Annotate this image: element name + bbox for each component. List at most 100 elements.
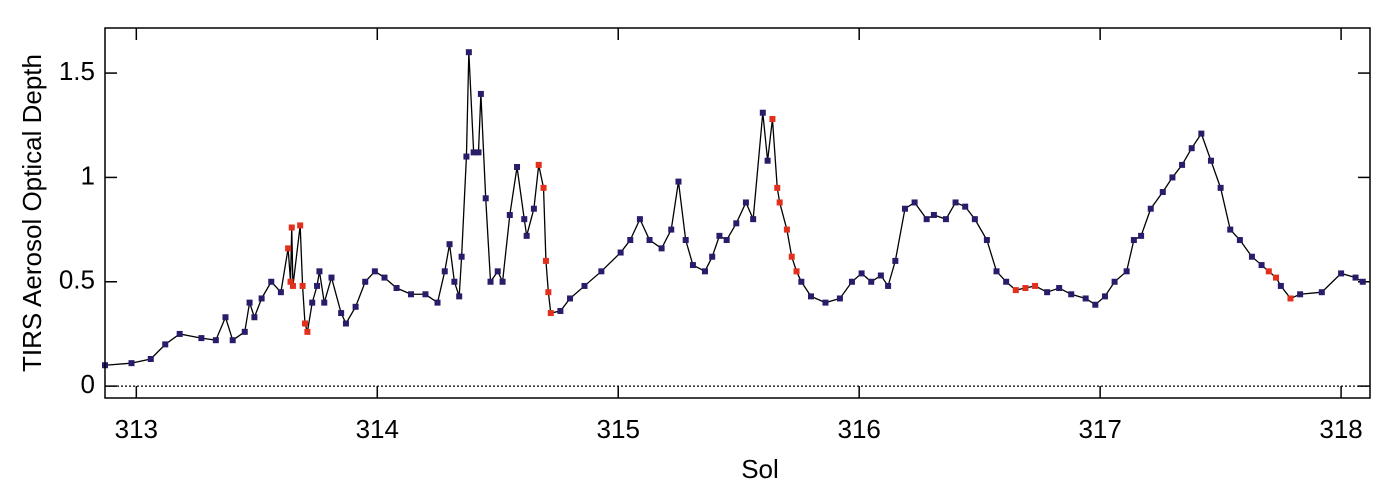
data-point [299, 282, 306, 289]
data-point [1111, 278, 1118, 285]
data-point [1138, 232, 1145, 239]
y-axis-title: TIRS Aerosol Optical Depth [17, 54, 47, 372]
data-point [316, 268, 323, 275]
data-point [750, 216, 757, 223]
data-point [258, 295, 265, 302]
data-point [1318, 289, 1325, 296]
data-point [709, 253, 716, 260]
data-point [636, 216, 643, 223]
data-point [1338, 270, 1345, 277]
data-point [487, 278, 494, 285]
data-point [162, 341, 169, 348]
data-point [1169, 174, 1176, 181]
data-point [521, 216, 528, 223]
data-point [836, 295, 843, 302]
data-point [422, 291, 429, 298]
data-point [668, 226, 675, 233]
data-point [723, 237, 730, 244]
data-point [212, 337, 219, 344]
data-point [783, 226, 790, 233]
data-point [1277, 282, 1284, 289]
data-point [547, 310, 554, 317]
y-tick-label: 0.5 [59, 265, 95, 295]
data-point [733, 220, 740, 227]
data-point [701, 268, 708, 275]
data-point [268, 278, 275, 285]
data-point [1092, 301, 1099, 308]
data-point [523, 232, 530, 239]
data-point [198, 335, 205, 342]
x-tick-label: 318 [1319, 414, 1362, 444]
data-point [581, 282, 588, 289]
data-point [930, 211, 937, 218]
data-point [788, 253, 795, 260]
data-point [470, 149, 477, 156]
y-tick-label: 1 [81, 160, 95, 190]
data-point [885, 282, 892, 289]
x-tick-label: 315 [597, 414, 640, 444]
data-point [465, 49, 472, 56]
data-point [352, 303, 359, 310]
data-point [288, 224, 295, 231]
data-point [494, 268, 501, 275]
data-point [328, 274, 335, 281]
data-point [458, 253, 465, 260]
data-point [1003, 278, 1010, 285]
data-point [277, 289, 284, 296]
data-point [689, 262, 696, 269]
data-point [530, 205, 537, 212]
data-point [675, 178, 682, 185]
data-point [309, 299, 316, 306]
data-point [764, 157, 771, 164]
data-point [482, 195, 489, 202]
data-point [1159, 189, 1166, 196]
data-point [477, 90, 484, 97]
data-point [456, 293, 463, 300]
data-point [321, 299, 328, 306]
data-point [962, 203, 969, 210]
data-point [285, 245, 292, 252]
data-point [822, 299, 829, 306]
data-point [952, 199, 959, 206]
data-point [229, 337, 236, 344]
data-point [971, 216, 978, 223]
data-point [1044, 289, 1051, 296]
data-point [1082, 295, 1089, 302]
data-point [342, 320, 349, 327]
data-point [241, 328, 248, 335]
data-point [1012, 287, 1019, 294]
data-point [627, 237, 634, 244]
data-point [1265, 268, 1272, 275]
data-point [923, 216, 930, 223]
data-point [557, 307, 564, 314]
data-point [147, 355, 154, 362]
data-point [769, 115, 776, 122]
data-point [598, 268, 605, 275]
data-point [540, 184, 547, 191]
data-point [567, 295, 574, 302]
data-point [545, 289, 552, 296]
x-tick-label: 316 [837, 414, 880, 444]
data-point [983, 237, 990, 244]
data-point [304, 328, 311, 335]
data-point [798, 278, 805, 285]
data-point [848, 278, 855, 285]
data-point [1056, 285, 1063, 292]
data-point [901, 205, 908, 212]
data-point [314, 282, 321, 289]
y-tick-label: 0 [81, 369, 95, 399]
data-point [1207, 157, 1214, 164]
data-point [176, 330, 183, 337]
data-point [301, 320, 308, 327]
data-point [222, 314, 229, 321]
data-point [1101, 293, 1108, 300]
data-point [1217, 184, 1224, 191]
data-point [1188, 145, 1195, 152]
data-point [506, 211, 513, 218]
data-point [1022, 285, 1029, 292]
data-point [742, 199, 749, 206]
data-point [658, 245, 665, 252]
data-point [251, 314, 258, 321]
data-point [393, 285, 400, 292]
data-point [128, 360, 135, 367]
